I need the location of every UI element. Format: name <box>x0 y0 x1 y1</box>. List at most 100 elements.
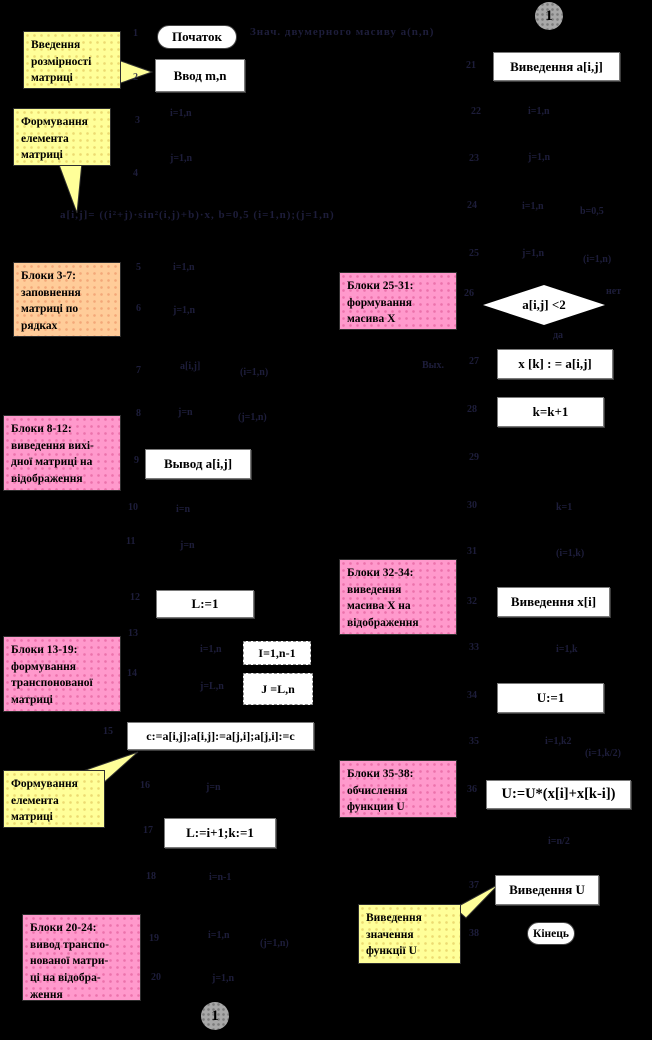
k-inc-box: k=k+1 <box>497 397 604 427</box>
faint-text: 36 <box>467 784 477 795</box>
faint-text: i=1,k2 <box>545 736 572 747</box>
callout-blocks-25-31: Блоки 25-31: формування масива X <box>339 272 457 330</box>
faint-text: 29 <box>469 452 479 463</box>
callout-blocks-3-7: Блоки 3-7: заповнення матриці по рядках <box>13 262 121 337</box>
faint-text: (j=1,n) <box>260 938 289 949</box>
callout-blocks-20-24: Блоки 20-24: вивод транспо- нованої матр… <box>22 914 141 1001</box>
faint-text: j=n <box>206 782 221 793</box>
callout-form-element-bottom: Формування елемента матриці <box>3 770 105 828</box>
faint-text: j=L,n <box>200 681 224 692</box>
callout-form-element-top: Формування елемента матриці <box>13 108 111 166</box>
faint-text: 5 <box>136 262 141 273</box>
print-aij-box: Вывод a[i,j] <box>145 449 251 479</box>
condition-diamond: a[i,j] <2 <box>483 285 605 325</box>
u-init-box: U:=1 <box>497 683 604 713</box>
faint-text: 17 <box>143 825 153 836</box>
faint-text: 30 <box>467 500 477 511</box>
faint-text: i=1,n <box>208 930 230 941</box>
u-calc-box: U:=U*(x[i]+x[k-i]) <box>486 780 631 809</box>
faint-text: 32 <box>467 596 477 607</box>
faint-text: 11 <box>126 536 136 547</box>
faint-text: i=1,n <box>522 201 544 212</box>
callout-blocks-8-12: Блоки 8-12: виведення вихі- дної матриці… <box>3 415 121 491</box>
faint-text: 38 <box>469 928 479 939</box>
faint-text: 35 <box>469 736 479 747</box>
loop-i-box: I=1,n-1 <box>243 641 311 665</box>
tail-c2 <box>57 161 83 214</box>
faint-text: i=n <box>176 504 191 515</box>
faint-text: 8 <box>136 408 141 419</box>
faint-text: 16 <box>140 780 150 791</box>
faint-text: (i=1,n) <box>583 254 612 265</box>
callout-blocks-13-19: Блоки 13-19: формування транспонованої м… <box>3 636 121 712</box>
faint-text: i=n/2 <box>548 836 570 847</box>
faint-text: j=n <box>180 540 195 551</box>
end-terminator: Кінець <box>527 922 575 945</box>
faint-text: 21 <box>466 60 476 71</box>
faint-text: k=1 <box>556 502 573 513</box>
faint-text: нет <box>606 286 622 297</box>
faint-text: 7 <box>136 365 141 376</box>
faint-text: 20 <box>151 972 161 983</box>
faint-text: 18 <box>146 871 156 882</box>
output-aij-box: Виведення a[i,j] <box>493 52 620 81</box>
faint-text: i=1,n <box>170 108 192 119</box>
faint-text: j=1,n <box>528 152 551 163</box>
faint-text: 22 <box>471 106 481 117</box>
faint-text: 14 <box>127 668 137 679</box>
faint-text: i=1,k <box>556 644 578 655</box>
faint-text: 31 <box>467 546 477 557</box>
faint-text: 37 <box>469 880 479 891</box>
callout-blocks-35-38: Блоки 35-38: обчислення функции U <box>339 760 457 818</box>
faint-text: 4 <box>133 168 138 179</box>
faint-text: 26 <box>464 288 474 299</box>
faint-text: (i=1,k/2) <box>585 748 621 759</box>
faint-text: 19 <box>149 933 159 944</box>
faint-text: Знач. двумерного масиву a(n,n) <box>250 26 435 38</box>
faint-text: 10 <box>128 502 138 513</box>
faint-text: 23 <box>469 153 479 164</box>
faint-text: да <box>553 330 564 341</box>
loop-j-box: J =L,n <box>243 673 313 705</box>
faint-text: 13 <box>128 628 138 639</box>
faint-text: (i=1,k) <box>556 548 585 559</box>
input-mn-box: Ввод m,n <box>155 59 245 92</box>
l-init-box: L:=1 <box>156 590 254 618</box>
callout-blocks-32-34: Блоки 32-34: виведення масива X на відоб… <box>339 559 457 635</box>
faint-text: b=0,5 <box>580 206 604 217</box>
faint-text: i=1,n <box>200 644 222 655</box>
faint-text: 24 <box>467 200 477 211</box>
faint-text: 12 <box>130 592 140 603</box>
faint-text: Вых. <box>422 360 444 371</box>
start-terminator: Початок <box>157 25 237 49</box>
faint-text: 9 <box>134 455 139 466</box>
faint-text: 6 <box>136 303 141 314</box>
faint-text: 1 <box>133 28 138 39</box>
faint-text: i=1,n <box>173 262 195 273</box>
faint-text: j=1,n <box>212 973 235 984</box>
faint-text: i=n-1 <box>209 872 232 883</box>
callout-output-u-value: Виведення значення функції U <box>358 904 461 964</box>
faint-text: 28 <box>467 404 477 415</box>
faint-text: j=1,n <box>170 153 193 164</box>
faint-text: 3 <box>135 115 140 126</box>
faint-text: a[i,j] <box>180 361 201 372</box>
faint-text: a[i,j]= ((i²+j)·sin²(i,j)+b)·x, b=0,5 (i… <box>60 209 335 221</box>
callout-input-dimensions: Введення розмірності матриці <box>23 31 121 89</box>
l-inc-box: L:=i+1;k:=1 <box>164 818 276 848</box>
faint-text: 27 <box>469 356 479 367</box>
faint-text: 2 <box>133 72 138 83</box>
faint-text: i=1,n <box>528 106 550 117</box>
faint-text: 25 <box>469 248 479 259</box>
swap-box: c:=a[i,j];a[i,j]:=a[j,i];a[j,i]:=c <box>127 722 314 750</box>
connector-bottom: 1 <box>201 1002 229 1030</box>
faint-text: j=1,n <box>522 248 545 259</box>
x-assign-box: x [k] : = a[i,j] <box>497 349 613 379</box>
faint-text: 15 <box>103 726 113 737</box>
faint-text: 33 <box>469 642 479 653</box>
connector-top: 1 <box>535 2 563 30</box>
output-u-box: Виведення U <box>495 875 599 905</box>
faint-text: (i=1,n) <box>240 367 269 378</box>
faint-text: 34 <box>467 690 477 701</box>
faint-text: (j=1,n) <box>238 412 267 423</box>
